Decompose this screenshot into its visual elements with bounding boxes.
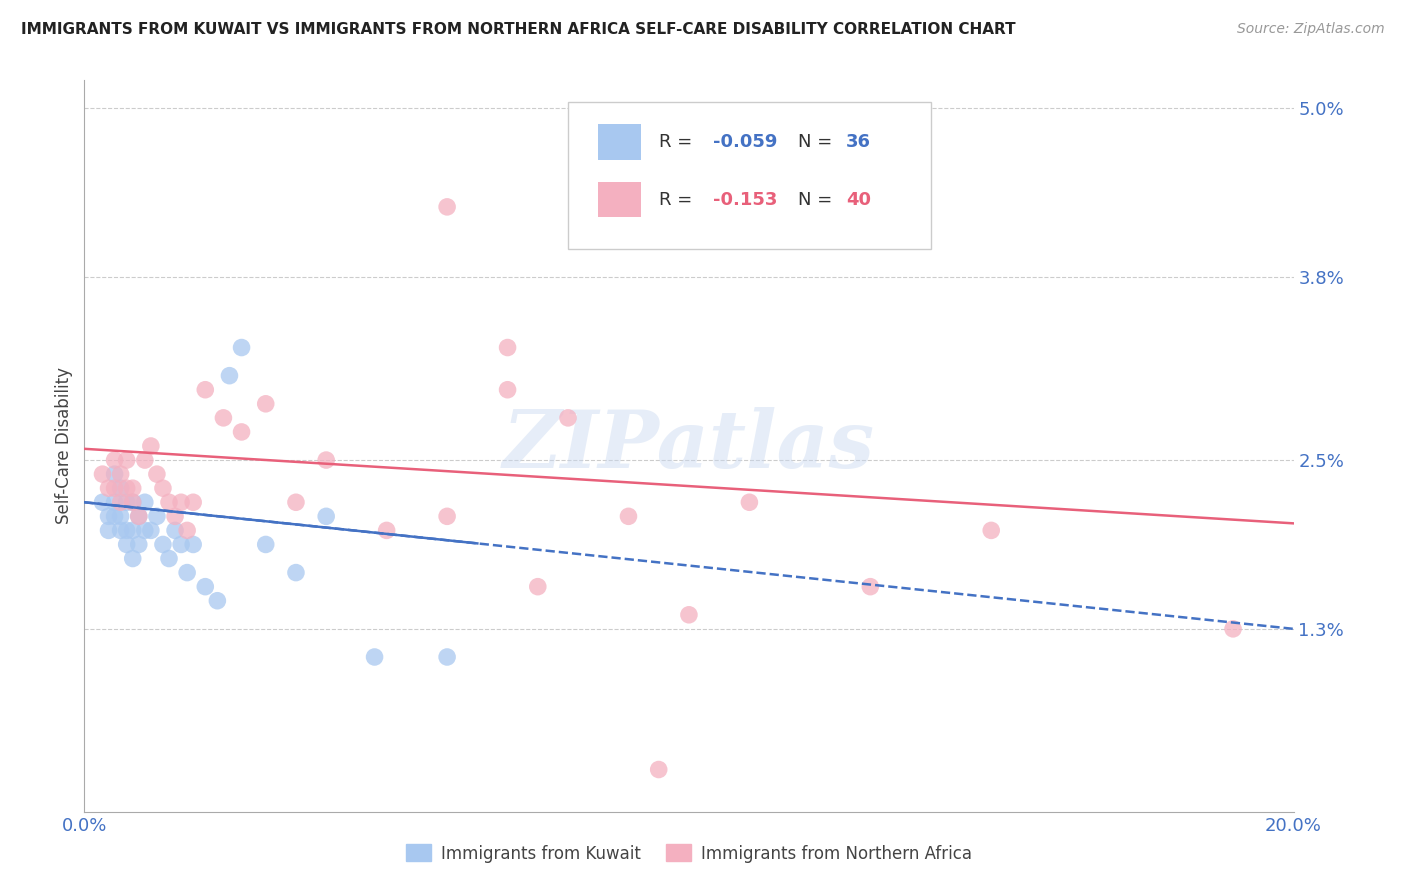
Point (121, 481, 143, 495)
Point (165, 509, 187, 524)
Point (104, 467, 127, 482)
Point (194, 580, 217, 594)
Point (980, 524, 1002, 538)
FancyBboxPatch shape (599, 182, 641, 218)
Point (115, 495, 138, 509)
Point (176, 566, 198, 580)
Point (121, 495, 143, 509)
Point (115, 524, 138, 538)
Point (115, 453, 138, 467)
Point (170, 495, 193, 509)
Point (212, 410, 235, 425)
Text: ZIPatlas: ZIPatlas (503, 408, 875, 484)
Text: N =: N = (797, 191, 838, 209)
Point (110, 467, 132, 482)
Point (375, 524, 398, 538)
Point (285, 495, 308, 509)
Point (157, 495, 180, 509)
Point (181, 537, 204, 551)
Legend: Immigrants from Kuwait, Immigrants from Northern Africa: Immigrants from Kuwait, Immigrants from … (399, 838, 979, 869)
Point (285, 566, 308, 580)
Point (315, 509, 337, 524)
Text: -0.153: -0.153 (713, 191, 778, 209)
Point (128, 509, 150, 524)
Point (738, 495, 761, 509)
Point (146, 467, 169, 482)
Y-axis label: Self-Care Disability: Self-Care Disability (55, 368, 73, 524)
Point (91, 467, 114, 482)
Point (110, 524, 132, 538)
FancyBboxPatch shape (599, 124, 641, 160)
Text: 40: 40 (846, 191, 872, 209)
Point (97, 481, 120, 495)
Point (104, 495, 127, 509)
Point (181, 495, 204, 509)
Point (557, 410, 579, 425)
Point (231, 425, 253, 439)
Text: R =: R = (659, 133, 697, 151)
Point (1222, 622, 1244, 636)
Point (170, 537, 193, 551)
Point (648, 763, 671, 777)
Point (254, 397, 277, 411)
Point (527, 580, 550, 594)
Point (139, 524, 162, 538)
Point (121, 524, 143, 538)
Point (104, 481, 127, 495)
Point (104, 453, 127, 467)
Point (97, 509, 120, 524)
Point (152, 537, 174, 551)
Point (315, 453, 337, 467)
Point (128, 509, 150, 524)
Point (157, 551, 180, 566)
Point (115, 481, 138, 495)
Point (496, 383, 519, 397)
Point (231, 341, 253, 355)
Point (678, 607, 700, 622)
Text: -0.059: -0.059 (713, 133, 778, 151)
Point (110, 509, 132, 524)
Point (121, 495, 143, 509)
Point (146, 509, 169, 524)
Point (176, 524, 198, 538)
Text: Source: ZipAtlas.com: Source: ZipAtlas.com (1237, 22, 1385, 37)
Point (128, 537, 150, 551)
Text: IMMIGRANTS FROM KUWAIT VS IMMIGRANTS FROM NORTHERN AFRICA SELF-CARE DISABILITY C: IMMIGRANTS FROM KUWAIT VS IMMIGRANTS FRO… (21, 22, 1015, 37)
Point (121, 551, 143, 566)
Text: N =: N = (797, 133, 838, 151)
Point (134, 524, 156, 538)
Point (165, 524, 187, 538)
Point (104, 509, 127, 524)
Point (436, 650, 458, 665)
Text: R =: R = (659, 191, 697, 209)
Point (363, 650, 385, 665)
Point (859, 580, 882, 594)
FancyBboxPatch shape (568, 103, 931, 249)
Point (91, 495, 114, 509)
Text: 36: 36 (846, 133, 872, 151)
Point (254, 537, 277, 551)
Point (436, 200, 458, 214)
Point (110, 495, 132, 509)
Point (152, 481, 174, 495)
Point (134, 453, 156, 467)
Point (97, 524, 120, 538)
Point (207, 593, 229, 607)
Point (496, 341, 519, 355)
Point (139, 439, 162, 453)
Point (194, 383, 217, 397)
Point (115, 537, 138, 551)
Point (617, 509, 640, 524)
Point (110, 481, 132, 495)
Point (436, 509, 458, 524)
Point (218, 368, 240, 383)
Point (134, 495, 156, 509)
